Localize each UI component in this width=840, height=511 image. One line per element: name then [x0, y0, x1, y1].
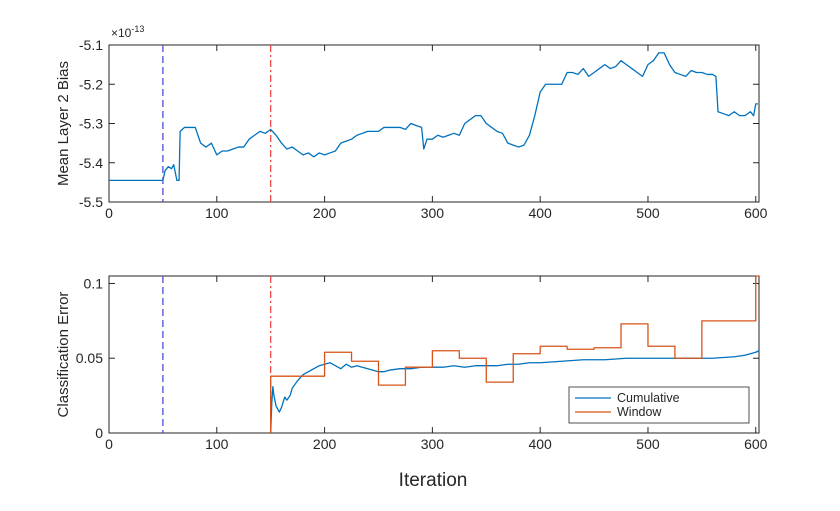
top-y-tick-label: -5.5 — [79, 194, 103, 210]
top-y-tick-label: -5.1 — [79, 37, 103, 53]
top-axes: 0 100 200 300 400 500 600 -5.5 -5.4 -5.3 -5.2 -5.1 M… — [55, 24, 768, 221]
bottom-x-tick-label: 300 — [421, 436, 445, 452]
top-x-tick-label: 400 — [528, 205, 552, 221]
top-x-tick-label: 0 — [105, 205, 113, 221]
top-x-tick-label: 100 — [205, 205, 229, 221]
bottom-y-tick-label: 0.1 — [84, 275, 104, 291]
top-y-exponent-label: ×10-13 — [111, 24, 144, 40]
top-x-tick-label: 500 — [636, 205, 660, 221]
bottom-series-window — [270, 275, 759, 433]
bottom-x-tick-label: 100 — [205, 436, 229, 452]
bottom-y-tick-label: 0 — [95, 425, 103, 441]
bottom-x-tick-label: 400 — [528, 436, 552, 452]
bottom-x-tick-label: 600 — [744, 436, 768, 452]
top-x-tick-label: 200 — [313, 205, 337, 221]
top-y-axis-label: Mean Layer 2 Bias — [55, 61, 72, 186]
legend-label-window: Window — [617, 405, 662, 419]
bottom-x-tick-label: 200 — [313, 436, 337, 452]
bottom-series-cumulative — [270, 350, 760, 434]
bottom-x-tick-label: 500 — [636, 436, 660, 452]
top-x-tick-label: 600 — [744, 205, 768, 221]
bottom-axes: 0 100 200 300 400 500 600 0 0.05 0.1 Classificatio… — [55, 275, 768, 452]
top-y-tick-label: -5.3 — [79, 116, 103, 132]
legend-label-cumulative: Cumulative — [617, 391, 680, 405]
top-y-tick-label: -5.4 — [79, 155, 103, 171]
top-axes-box — [108, 44, 760, 203]
x-axis-label: Iteration — [399, 470, 468, 491]
top-y-tick-label: -5.2 — [79, 76, 103, 92]
bottom-y-tick-label: 0.05 — [76, 350, 103, 366]
legend-box — [568, 386, 750, 424]
bottom-y-axis-label: Classification Error — [55, 292, 72, 418]
bottom-x-tick-label: 0 — [105, 436, 113, 452]
top-x-tick-label: 300 — [421, 205, 445, 221]
top-series-0 — [109, 52, 758, 182]
